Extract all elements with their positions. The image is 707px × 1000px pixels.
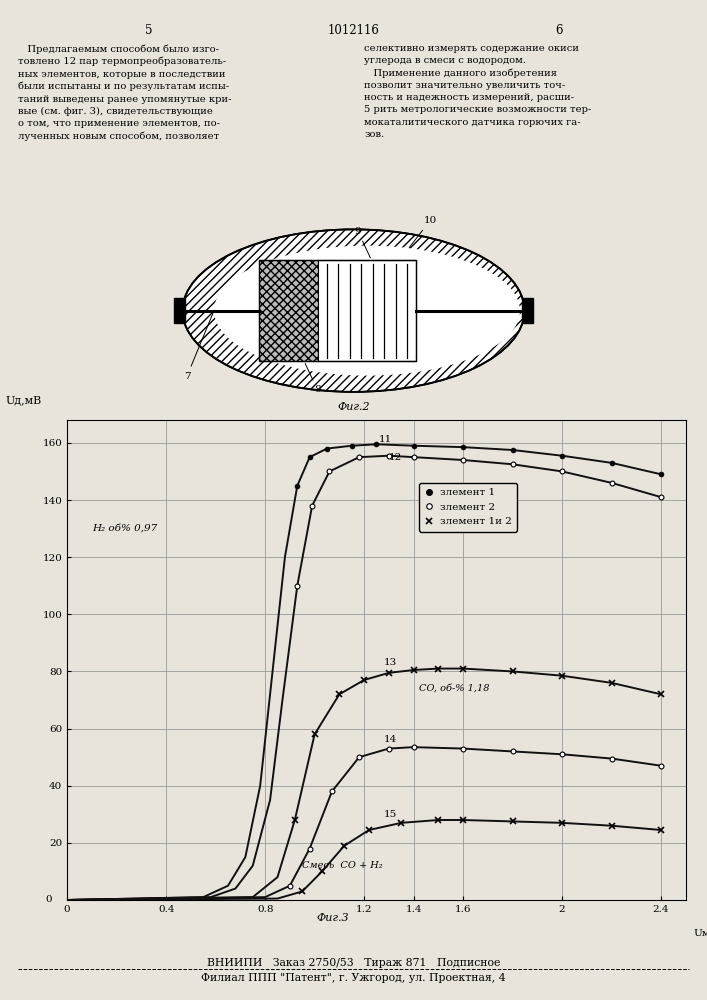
- Text: 5: 5: [145, 24, 152, 37]
- Text: ВНИИПИ   Заказ 2750/53   Тираж 871   Подписное: ВНИИПИ Заказ 2750/53 Тираж 871 Подписное: [207, 958, 500, 968]
- Text: CO, oб-% 1,18: CO, oб-% 1,18: [419, 684, 489, 693]
- Text: 15: 15: [384, 810, 397, 819]
- Text: Смесь  CO + H₂: Смесь CO + H₂: [303, 861, 383, 870]
- Text: 1012116: 1012116: [327, 24, 380, 37]
- Ellipse shape: [182, 229, 525, 392]
- Text: Фиг.3: Фиг.3: [316, 913, 349, 923]
- Text: 12: 12: [389, 453, 402, 462]
- Text: 0: 0: [46, 896, 52, 904]
- Text: 8: 8: [305, 364, 321, 394]
- Text: 6: 6: [555, 24, 562, 37]
- Text: Uмв: Uмв: [693, 929, 707, 938]
- Bar: [173, 298, 185, 323]
- Bar: [259, 260, 416, 361]
- Text: 10: 10: [409, 216, 437, 247]
- Text: селективно измерять содержание окиси
углерода в смеси с водородом.
   Применение: селективно измерять содержание окиси угл…: [364, 44, 592, 139]
- Text: 9: 9: [355, 227, 370, 258]
- Text: Uд,мВ: Uд,мВ: [6, 396, 42, 406]
- Text: Филиал ППП "Патент", г. Ужгород, ул. Проектная, 4: Филиал ППП "Патент", г. Ужгород, ул. Про…: [201, 973, 506, 983]
- Text: H₂ oб% 0,97: H₂ oб% 0,97: [92, 524, 157, 533]
- Bar: [317, 260, 416, 361]
- Text: 13: 13: [384, 658, 397, 667]
- Text: 7: 7: [184, 313, 213, 381]
- Text: 14: 14: [384, 736, 397, 744]
- Bar: [522, 298, 534, 323]
- Text: Фиг.2: Фиг.2: [337, 402, 370, 412]
- Bar: [259, 260, 317, 361]
- Ellipse shape: [214, 246, 520, 376]
- Text: Предлагаемым способом было изго-
товлено 12 пар термопреобразователь-
ных элемен: Предлагаемым способом было изго- товлено…: [18, 44, 231, 141]
- Text: 11: 11: [379, 436, 392, 444]
- Legend: злемент 1, злемент 2, злемент 1и 2: злемент 1, злемент 2, злемент 1и 2: [419, 483, 517, 532]
